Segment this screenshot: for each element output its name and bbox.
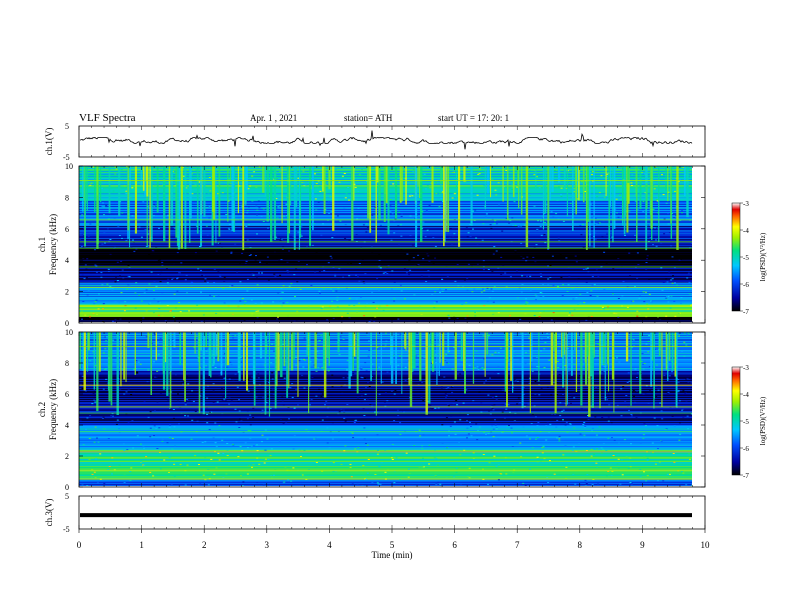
ch1-spec-ylabel-ch: ch.1 — [37, 237, 47, 252]
xtick-8: 8 — [578, 540, 583, 550]
xtick-5: 5 — [390, 540, 395, 550]
ch2-spec-ytick-10: 10 — [65, 328, 73, 337]
xtick-3: 3 — [265, 540, 270, 550]
xtick-7: 7 — [515, 540, 520, 550]
ch1-wave-ytick-neg5: -5 — [63, 153, 70, 162]
ch2-spec-cbar-tick-neg4: -4 — [743, 391, 749, 399]
ch1-wave-frame — [78, 125, 706, 158]
ch1-wave-ylabel: ch.1(V) — [44, 128, 54, 156]
xtick-0: 0 — [77, 540, 82, 550]
ch1-spec-ytick-2: 2 — [65, 288, 69, 297]
x-axis-label: Time (min) — [372, 550, 413, 560]
ch1-spec-cbar-tick-neg7: -7 — [743, 308, 749, 316]
xtick-2: 2 — [202, 540, 207, 550]
ch1-spec-cbar-tick-neg6: -6 — [743, 281, 749, 289]
xtick-1: 1 — [139, 540, 144, 550]
ch1-spec-cbar-tick-neg4: -4 — [743, 227, 749, 235]
start-time-label: start UT = 17: 20: 1 — [438, 113, 510, 123]
ch2-spec-cbar-tick-neg3: -3 — [743, 364, 749, 372]
ch3-wave-frame — [78, 495, 706, 530]
ch2-spec-ytick-8: 8 — [65, 359, 69, 368]
date-label: Apr. 1 , 2021 — [250, 113, 298, 123]
ch2-spec-image — [79, 332, 692, 486]
ch1-wave-line — [79, 130, 693, 150]
ch2-spec-ytick-0: 0 — [65, 483, 69, 492]
ch2-spec-ytick-4: 4 — [65, 421, 69, 430]
ch1-spec-colorbar — [731, 202, 741, 312]
ch1-spec-ytick-4: 4 — [65, 256, 69, 265]
ch2-spec-cbar-label: log(PSD)(V²/Hz) — [759, 396, 767, 445]
station-label: station= ATH — [344, 113, 393, 123]
ch2-spec-ytick-6: 6 — [65, 390, 69, 399]
ch3-wave-ylabel: ch.3(V) — [44, 499, 54, 527]
ch3-wave-ytick-5: 5 — [65, 492, 69, 501]
chart-title: VLF Spectra — [79, 112, 136, 124]
xtick-9: 9 — [640, 540, 645, 550]
ch2-spec-cbar-tick-neg7: -7 — [743, 472, 749, 480]
ch1-spec-ytick-0: 0 — [65, 319, 69, 328]
ch1-spec-ytick-8: 8 — [65, 193, 69, 202]
ch1-spec-cbar-label: log(PSD)(V²/Hz) — [759, 232, 767, 281]
ch2-spec-cbar-tick-neg5: -5 — [743, 418, 749, 426]
ch1-spec-cbar-tick-neg3: -3 — [743, 200, 749, 208]
xtick-6: 6 — [452, 540, 457, 550]
ch3-wave-ytick-neg5: -5 — [63, 525, 70, 534]
ch1-spec-ytick-6: 6 — [65, 225, 69, 234]
ch1-spec-image — [79, 166, 692, 322]
ch2-spec-ylabel-freq: Frequency (kHz) — [48, 379, 58, 440]
ch2-spec-cbar-tick-neg6: -6 — [743, 445, 749, 453]
ch2-spec-ylabel-ch: ch.2 — [37, 402, 47, 417]
ch2-spec-colorbar — [731, 366, 741, 476]
ch1-spec-ylabel-freq: Frequency (kHz) — [48, 214, 58, 275]
ch1-spec-ytick-10: 10 — [65, 162, 73, 171]
ch2-spec-ytick-2: 2 — [65, 452, 69, 461]
xtick-10: 10 — [701, 540, 711, 550]
ch1-wave-ytick-5: 5 — [65, 122, 69, 131]
xtick-4: 4 — [327, 540, 332, 550]
ch1-spec-cbar-tick-neg5: -5 — [743, 254, 749, 262]
